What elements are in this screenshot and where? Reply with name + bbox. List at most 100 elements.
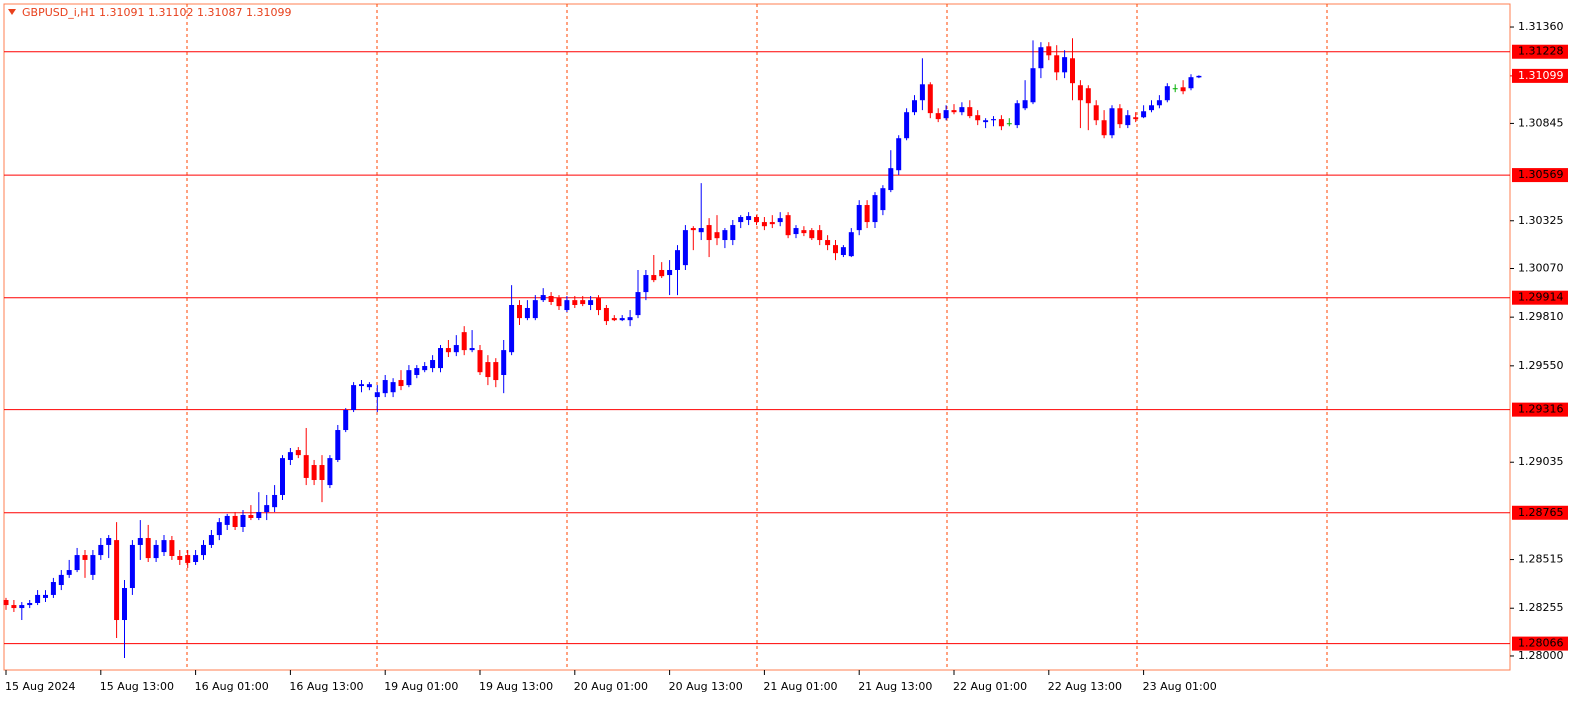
candle-body [769, 222, 775, 225]
candle-body [43, 594, 48, 598]
chart-title: GBPUSD_i,H1 1.31091 1.31102 1.31087 1.31… [22, 6, 291, 19]
candle-body [840, 247, 846, 256]
candle-body [1054, 55, 1060, 73]
y-tick-label: 1.30070 [1518, 261, 1564, 274]
candle-body [272, 494, 278, 508]
candle-body [754, 217, 759, 223]
candle-body [477, 350, 483, 373]
x-tick-label: 16 Aug 13:00 [289, 680, 363, 693]
candle-body [532, 300, 538, 319]
candle-body [809, 230, 815, 239]
candle-body [1109, 108, 1115, 136]
x-tick-label: 16 Aug 01:00 [195, 680, 269, 693]
candle-body [1101, 120, 1107, 136]
candle-body [169, 540, 175, 557]
candle-body [185, 555, 191, 563]
candle-body [19, 605, 25, 609]
candle-body [722, 230, 728, 241]
candle-body [1070, 58, 1075, 84]
candle-body [430, 360, 436, 369]
candle-body [335, 430, 341, 460]
candle-body [856, 205, 862, 231]
candle-body [122, 588, 127, 621]
y-tick-label: 1.29035 [1518, 455, 1564, 468]
candle-body [137, 538, 143, 545]
x-tick-label: 19 Aug 13:00 [479, 680, 553, 693]
candle-body [232, 515, 238, 527]
candle-body [667, 269, 673, 276]
candle-body [967, 107, 973, 117]
candle-body [738, 217, 744, 223]
candle-body [817, 230, 823, 241]
candle-body [935, 113, 941, 120]
candle-body [1172, 88, 1178, 90]
candle-body [1188, 77, 1194, 89]
candle-body [1156, 100, 1162, 106]
candle-body [580, 300, 586, 305]
candle-body [912, 100, 917, 113]
candle-body [129, 544, 135, 589]
candle-body [224, 515, 230, 525]
y-tick-label: 1.29550 [1518, 359, 1564, 372]
candle-body [572, 300, 578, 305]
candle-body [216, 522, 222, 536]
candle-body [98, 544, 104, 556]
candle-body [82, 555, 88, 560]
candle-body [746, 216, 752, 221]
level-label-box [1512, 505, 1568, 520]
candle-body [366, 384, 372, 388]
level-label: 1.30569 [1518, 168, 1564, 181]
candle-body [1141, 111, 1147, 118]
candle-body [177, 556, 183, 560]
candle-body [445, 348, 451, 353]
candle-body [706, 225, 712, 241]
candle-body [943, 110, 949, 119]
candle-body [311, 465, 317, 481]
candle-body [58, 574, 64, 586]
candle-body [983, 120, 989, 123]
candle-body [1014, 103, 1020, 126]
candle-body [888, 168, 894, 191]
y-tick-label: 1.28000 [1518, 649, 1564, 662]
title-arrow[interactable] [8, 9, 16, 15]
candle-body [564, 300, 570, 311]
candle-body [469, 348, 475, 351]
candle-body [1164, 86, 1170, 101]
candle-body [3, 599, 9, 606]
candle-body [485, 362, 491, 378]
candle-body [66, 570, 72, 575]
candle-body [27, 602, 33, 606]
y-tick-label: 1.29810 [1518, 310, 1564, 323]
candle-body [287, 452, 293, 460]
candle-body [351, 385, 357, 411]
candle-body [493, 362, 499, 381]
candle-body [627, 317, 633, 321]
candle-body [714, 232, 720, 239]
candle-body [501, 350, 507, 375]
candle-body [398, 380, 404, 387]
candle-body [872, 195, 878, 223]
candle-body [193, 555, 199, 562]
candle-body [682, 230, 688, 266]
candle-body [256, 512, 262, 519]
candle-body [1117, 108, 1123, 125]
candle-body [74, 555, 80, 571]
candle-body [1046, 46, 1052, 56]
candle-body [991, 119, 996, 121]
x-tick-label: 19 Aug 01:00 [384, 680, 458, 693]
candle-body [1006, 123, 1012, 125]
candle-body [927, 84, 933, 114]
candle-body [1038, 47, 1044, 69]
candle-body [414, 368, 420, 375]
candle-body [145, 538, 151, 559]
candle-body [1196, 75, 1202, 78]
candle-body [848, 232, 854, 257]
x-tick-label: 15 Aug 2024 [5, 680, 75, 693]
candle-body [880, 188, 886, 211]
level-label-box [1512, 402, 1568, 417]
y-tick-label: 1.30845 [1518, 116, 1564, 129]
candle-body [730, 225, 736, 241]
x-tick-label: 22 Aug 01:00 [953, 680, 1027, 693]
